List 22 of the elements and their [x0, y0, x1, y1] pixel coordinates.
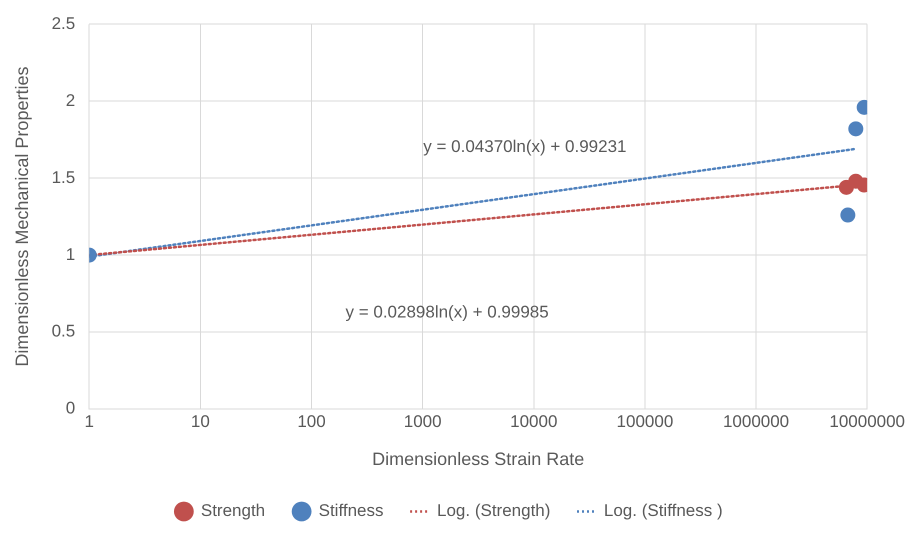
y-tick-label: 0	[66, 398, 76, 418]
y-tick-label: 2.5	[52, 14, 76, 33]
y-axis-title: Dimensionless Mechanical Properties	[12, 66, 32, 367]
x-tick-label: 10000	[510, 412, 558, 431]
y-tick-label: 1	[66, 244, 76, 264]
x-tick-label: 1000	[404, 412, 442, 431]
legend-label: Log. (Strength)	[437, 501, 550, 520]
x-tick-label: 1000000	[722, 412, 790, 431]
y-tick-label: 2	[66, 90, 76, 110]
x-axis-title: Dimensionless Strain Rate	[372, 449, 584, 470]
x-tick-label: 1	[84, 412, 94, 431]
x-tick-label: 10000000	[829, 412, 905, 431]
legend-label: Log. (Stiffness )	[604, 501, 723, 520]
x-tick-label: 100	[297, 412, 326, 431]
legend-label: Stiffness	[318, 501, 384, 520]
y-tick-label: 1.5	[52, 168, 76, 187]
annotation: y = 0.04370ln(x) + 0.99231	[423, 137, 626, 156]
annotation: y = 0.02898ln(x) + 0.99985	[345, 302, 549, 322]
legend-label: Strength	[200, 501, 266, 520]
y-tick-label: 0.5	[52, 322, 76, 341]
x-tick-label: 10	[190, 412, 210, 431]
x-tick-label: 100000	[616, 412, 674, 431]
